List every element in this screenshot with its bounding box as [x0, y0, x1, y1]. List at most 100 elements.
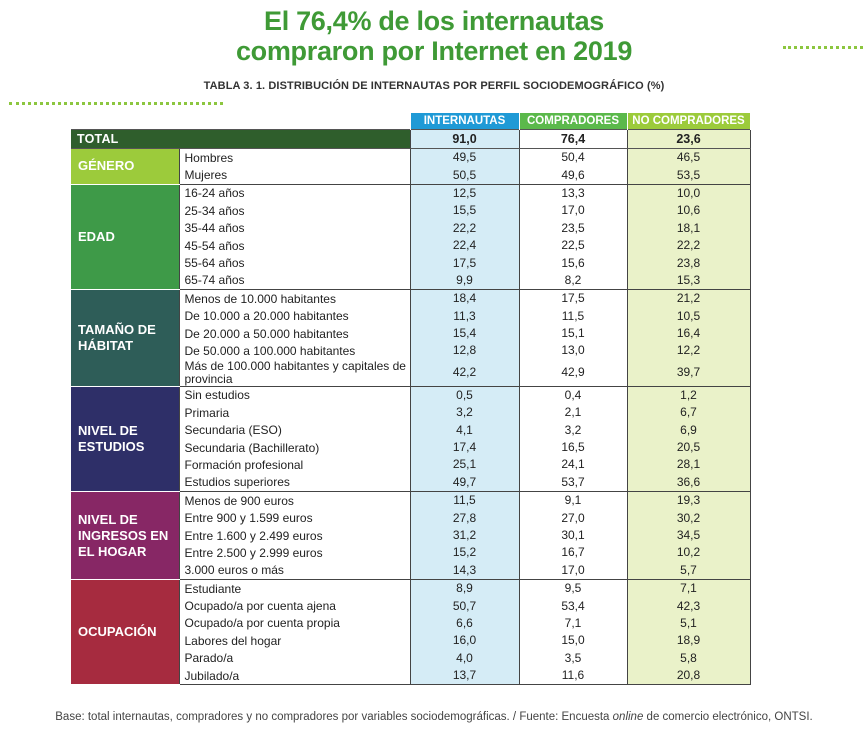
row-label: Menos de 10.000 habitantes — [178, 289, 410, 308]
value-compradores: 17,5 — [519, 289, 628, 308]
footnote: Base: total internautas, compradores y n… — [40, 710, 828, 724]
value-compradores: 11,5 — [519, 307, 628, 325]
table-caption: TABLA 3. 1. DISTRIBUCIÓN DE INTERNAUTAS … — [203, 80, 665, 92]
value-no-compradores: 42,3 — [627, 597, 751, 615]
column-header-no-compradores: NO COMPRADORES — [626, 113, 751, 130]
value-internautas: 4,0 — [409, 649, 520, 667]
total-row: TOTAL 91,0 76,4 23,6 — [71, 129, 751, 149]
value-compradores: 16,5 — [519, 438, 628, 457]
value-no-compradores: 18,1 — [627, 219, 751, 237]
value-no-compradores: 12,2 — [627, 342, 751, 360]
page-title: El 76,4% de los internautas compraron po… — [0, 6, 868, 66]
value-no-compradores: 10,6 — [627, 202, 751, 220]
table-row: De 10.000 a 20.000 habitantes 11,3 11,5 10,… — [71, 307, 751, 325]
row-label: 65-74 años — [178, 271, 410, 291]
value-no-compradores: 6,9 — [627, 421, 751, 439]
value-internautas: 3,2 — [409, 404, 520, 422]
table-row: Ocupado/a por cuenta propia 6,6 7,1 5,1 — [71, 614, 751, 633]
value-compradores: 8,2 — [519, 271, 628, 291]
value-no-compradores: 10,0 — [627, 184, 751, 203]
value-no-compradores: 15,3 — [627, 271, 751, 291]
table-row: 35-44 años 22,2 23,5 18,1 — [71, 219, 751, 237]
table-row: TAMAÑO DE HÁBITAT Menos de 10.000 habitan… — [71, 289, 751, 387]
row-label: Secundaria (ESO) — [178, 421, 410, 439]
value-compradores: 27,0 — [519, 509, 628, 527]
value-compradores: 3,2 — [519, 421, 628, 439]
table-row: Entre 900 y 1.599 euros 27,8 27,0 30,2 — [71, 509, 751, 527]
table-row: Parado/a 4,0 3,5 5,8 — [71, 649, 751, 667]
row-label: Primaria — [178, 404, 410, 422]
value-compradores: 0,4 — [519, 386, 628, 405]
row-label: Menos de 900 euros — [178, 491, 410, 510]
value-compradores: 7,1 — [519, 614, 628, 633]
row-label: De 10.000 a 20.000 habitantes — [178, 307, 410, 325]
table-row: 55-64 años 17,5 15,6 23,8 — [71, 254, 751, 272]
table-row: 3.000 euros o más 14,3 17,0 5,7 — [71, 561, 751, 580]
value-internautas: 17,4 — [409, 438, 520, 457]
value-compradores: 15,1 — [519, 324, 628, 343]
value-compradores: 16,7 — [519, 544, 628, 562]
table-row: Formación profesional 25,1 24,1 28,1 — [71, 456, 751, 474]
value-internautas: 49,5 — [409, 148, 520, 167]
value-internautas: 22,2 — [409, 219, 520, 237]
value-no-compradores: 10,2 — [627, 544, 751, 562]
value-internautas: 11,3 — [409, 307, 520, 325]
table-row: Jubilado/a 13,7 11,6 20,8 — [71, 666, 751, 686]
decorative-dots-right — [783, 46, 863, 49]
value-internautas: 15,2 — [409, 544, 520, 562]
row-label: Formación profesional — [178, 456, 410, 474]
value-internautas: 27,8 — [409, 509, 520, 527]
row-label: Jubilado/a — [178, 666, 410, 686]
value-no-compradores: 30,2 — [627, 509, 751, 527]
table-row: 65-74 años 9,9 8,2 15,3 — [71, 271, 751, 291]
value-no-compradores: 5,1 — [627, 614, 751, 633]
table-row: De 50.000 a 100.000 habitantes 12,8 13,0 12… — [71, 342, 751, 360]
value-no-compradores: 36,6 — [627, 473, 751, 493]
value-compradores: 49,6 — [519, 166, 628, 185]
title-line-1: El 76,4% de los internautas — [263, 6, 605, 36]
row-label: 16-24 años — [178, 184, 410, 203]
category-label: TAMAÑO DE HÁBITAT — [71, 289, 179, 387]
value-compradores: 15,6 — [519, 254, 628, 272]
table-row: 25-34 años 15,5 17,0 10,6 — [71, 202, 751, 220]
value-internautas: 0,5 — [409, 386, 520, 405]
decorative-dots-left — [9, 102, 223, 105]
value-internautas: 17,5 — [409, 254, 520, 272]
row-label: 55-64 años — [178, 254, 410, 272]
value-internautas: 14,3 — [409, 561, 520, 580]
row-label: 3.000 euros o más — [178, 561, 410, 580]
value-compradores: 22,5 — [519, 236, 628, 255]
table-row: Secundaria (ESO) 4,1 3,2 6,9 — [71, 421, 751, 439]
footnote-text-end: de comercio electrónico, ONTSI. — [643, 711, 813, 723]
value-compradores: 9,5 — [519, 579, 628, 598]
value-internautas: 49,7 — [409, 473, 520, 493]
row-label: Más de 100.000 habitantes y capitales de… — [178, 359, 410, 387]
value-internautas: 25,1 — [409, 456, 520, 474]
value-compradores: 53,7 — [519, 473, 628, 493]
title-line-2: compraron por Internet en 2019 — [235, 36, 633, 66]
row-label: Secundaria (Bachillerato) — [178, 438, 410, 457]
value-no-compradores: 1,2 — [627, 386, 751, 405]
footnote-text: Base: total internautas, compradores y n… — [55, 711, 613, 723]
row-label: Labores del hogar — [178, 632, 410, 650]
row-label: Mujeres — [178, 166, 410, 185]
total-compradores: 76,4 — [519, 129, 628, 149]
value-compradores: 13,3 — [519, 184, 628, 203]
distribution-table: INTERNAUTAS COMPRADORES NO COMPRADORES T… — [71, 113, 751, 686]
column-header-compradores: COMPRADORES — [518, 113, 628, 130]
row-label: Entre 1.600 y 2.499 euros — [178, 526, 410, 545]
table-row: Entre 1.600 y 2.499 euros 31,2 30,1 34,5 — [71, 526, 751, 545]
value-internautas: 6,6 — [409, 614, 520, 633]
value-compradores: 30,1 — [519, 526, 628, 545]
value-internautas: 50,5 — [409, 166, 520, 185]
value-no-compradores: 6,7 — [627, 404, 751, 422]
category-label: EDAD — [71, 184, 179, 291]
row-label: De 50.000 a 100.000 habitantes — [178, 342, 410, 360]
value-compradores: 50,4 — [519, 148, 628, 167]
table-row: Estudios superiores 49,7 53,7 36,6 — [71, 473, 751, 493]
row-label: Ocupado/a por cuenta ajena — [178, 597, 410, 615]
value-no-compradores: 23,8 — [627, 254, 751, 272]
row-label: Entre 2.500 y 2.999 euros — [178, 544, 410, 562]
value-internautas: 22,4 — [409, 236, 520, 255]
row-label: Estudiante — [178, 579, 410, 598]
